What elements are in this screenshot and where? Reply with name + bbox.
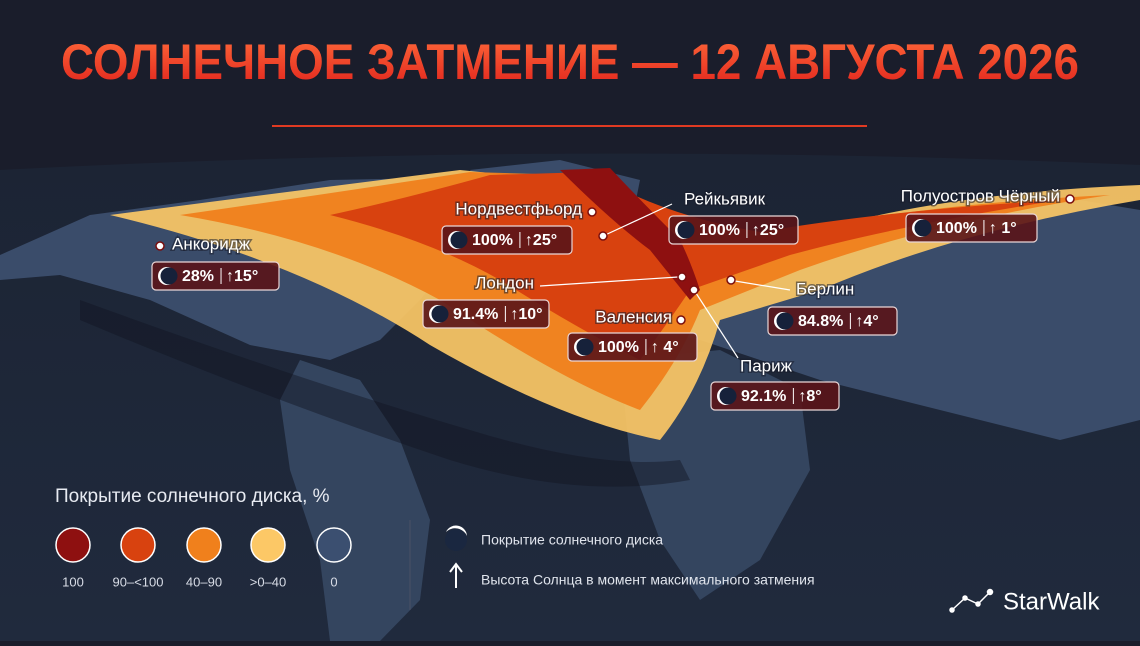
city-dot [587, 207, 597, 217]
altitude: ↑8° [798, 388, 821, 405]
altitude: ↑10° [510, 306, 542, 323]
info-box [710, 381, 840, 411]
info-box [567, 332, 698, 362]
night-shadow [80, 300, 690, 487]
coverage-icon-shade [160, 267, 178, 285]
leader-line [539, 276, 679, 287]
city-dot [676, 315, 686, 325]
city-name: Нордвестфьорд [455, 199, 582, 218]
coverage: 100% [699, 222, 740, 239]
legend-note: Покрытие солнечного диска [481, 532, 663, 548]
city-name: Берлин [796, 279, 854, 298]
city-marker: Лондон 91.4% ↑10° [422, 272, 687, 329]
legend-label: 90–<100 [113, 574, 164, 589]
coverage: 84.8% [798, 313, 843, 330]
city-marker: Париж 92.1% ↑8° [689, 285, 840, 411]
city-name: Анкоридж [172, 234, 251, 253]
city-marker: Валенсия 100% ↑ 4° [567, 306, 698, 362]
city-dot [155, 241, 165, 251]
legend-swatch [316, 527, 352, 563]
city-dot [726, 275, 736, 285]
leader-line [602, 203, 673, 237]
altitude: ↑ 1° [989, 220, 1017, 237]
city-name: Полуостров Чёрный [901, 186, 1060, 205]
coverage: 92.1% [741, 388, 786, 405]
logo: StarWalk [1003, 588, 1100, 615]
coverage-icon-shade [914, 219, 932, 237]
city-name: Париж [740, 356, 793, 375]
coverage-icon-shade [719, 387, 737, 405]
map [0, 153, 1140, 642]
coverage-icon-shade [431, 305, 449, 323]
info-box [422, 299, 550, 329]
legend-label: 100 [62, 574, 84, 589]
city-marker: Берлин 84.8% ↑4° [726, 275, 898, 336]
city-dot [689, 285, 699, 295]
city-dot [677, 272, 687, 282]
band-total [560, 168, 700, 300]
coverage-icon-shade [677, 221, 695, 239]
city-dot [1065, 194, 1075, 204]
altitude: ↑15° [226, 268, 258, 285]
info-box [767, 306, 898, 336]
info-box [151, 261, 280, 291]
south-america [280, 360, 430, 641]
altitude: ↑25° [752, 222, 784, 239]
note-altitude-icon [449, 562, 463, 588]
coverage: 28% [182, 268, 214, 285]
info-box [668, 215, 799, 245]
legend-title: Покрытие солнечного диска, % [55, 486, 330, 507]
leader-line [693, 289, 739, 359]
city-marker: Рейкьявик 100% ↑25° [598, 188, 799, 245]
coverage: 100% [598, 339, 639, 356]
city-name: Рейкьявик [684, 189, 766, 208]
logo-icon [949, 588, 994, 613]
info-box [441, 225, 573, 255]
legend-swatch [250, 527, 286, 563]
altitude: ↑4° [855, 313, 878, 330]
coverage-icon-shade [450, 231, 468, 249]
city-dot [598, 231, 608, 241]
info-box [905, 213, 1038, 243]
city-marker: Полуостров Чёрный 100% ↑ 1° [899, 185, 1075, 243]
legend-swatch [120, 527, 156, 563]
legend-swatch [55, 527, 91, 563]
legend-label: 0 [330, 574, 337, 589]
legend-swatch [186, 527, 222, 563]
city-marker: Нордвестфьорд 100% ↑25° [441, 198, 597, 255]
leader-line [734, 280, 791, 291]
city-name: Валенсия [595, 307, 672, 326]
city-name: Лондон [475, 273, 534, 292]
city-marker: Анкоридж 28% ↑15° [151, 233, 280, 291]
coverage: 100% [472, 232, 513, 249]
legend-label: 40–90 [186, 574, 222, 589]
coverage: 91.4% [453, 306, 498, 323]
band-90-100 [330, 172, 1060, 360]
coverage: 100% [936, 220, 977, 237]
coverage-icon-shade [576, 338, 594, 356]
legend-note: Высота Солнца в момент максимального зат… [481, 572, 815, 588]
altitude: ↑25° [525, 232, 557, 249]
legend-label: >0–40 [250, 574, 287, 589]
note-coverage-icon [445, 525, 467, 551]
altitude: ↑ 4° [651, 339, 679, 356]
title: СОЛНЕЧНОЕ ЗАТМЕНИЕ — 12 АВГУСТА 2026 [61, 34, 1079, 90]
coverage-icon-shade [776, 312, 794, 330]
